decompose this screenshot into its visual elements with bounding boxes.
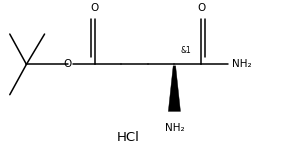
Text: O: O [90,3,98,13]
Text: &1: &1 [180,46,191,55]
Text: NH₂: NH₂ [232,59,251,69]
Text: NH₂: NH₂ [164,123,184,133]
Text: O: O [197,3,205,13]
Text: O: O [64,59,72,69]
Text: HCl: HCl [116,131,139,144]
Polygon shape [168,66,181,111]
